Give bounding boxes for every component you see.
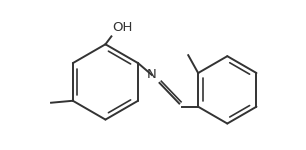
Text: OH: OH — [112, 21, 133, 34]
Text: N: N — [147, 69, 157, 81]
